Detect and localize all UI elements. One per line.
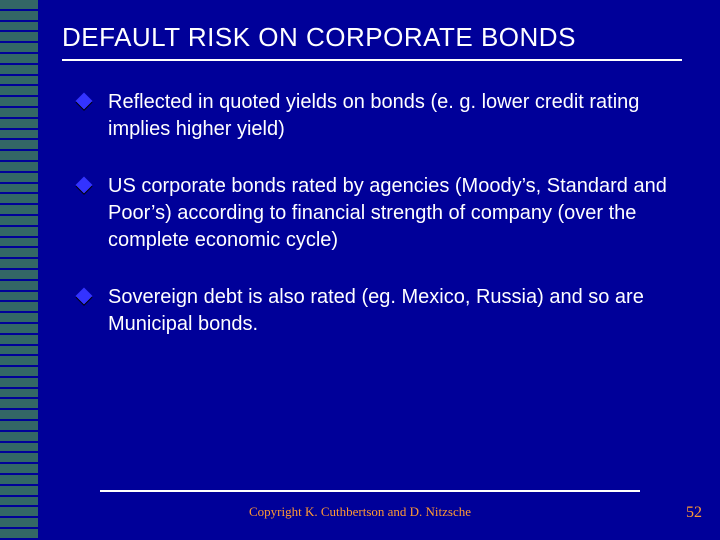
rail-block: [0, 346, 38, 357]
diamond-bullet-icon: [76, 93, 93, 110]
rail-block: [0, 292, 38, 303]
rail-block: [0, 205, 38, 216]
rail-block: [0, 281, 38, 292]
diamond-bullet-icon: [76, 177, 93, 194]
rail-block: [0, 108, 38, 119]
rail-block: [0, 140, 38, 151]
rail-block: [0, 119, 38, 130]
rail-block: [0, 0, 38, 11]
rail-block: [0, 389, 38, 400]
left-decorative-rail: [0, 0, 38, 540]
rail-block: [0, 227, 38, 238]
slide: DEFAULT RISK ON CORPORATE BONDS Reflecte…: [0, 0, 720, 540]
footer-copyright: Copyright K. Cuthbertson and D. Nitzsche: [0, 504, 720, 520]
rail-block: [0, 194, 38, 205]
rail-block: [0, 43, 38, 54]
rail-block: [0, 486, 38, 497]
rail-block: [0, 529, 38, 540]
rail-block: [0, 335, 38, 346]
list-item: Reflected in quoted yields on bonds (e. …: [78, 89, 680, 143]
rail-block: [0, 356, 38, 367]
bullet-text: Reflected in quoted yields on bonds (e. …: [108, 89, 680, 143]
rail-block: [0, 421, 38, 432]
list-item: US corporate bonds rated by agencies (Mo…: [78, 173, 680, 254]
rail-block: [0, 184, 38, 195]
rail-block: [0, 11, 38, 22]
rail-block: [0, 324, 38, 335]
rail-block: [0, 151, 38, 162]
rail-block: [0, 22, 38, 33]
bullet-text: US corporate bonds rated by agencies (Mo…: [108, 173, 680, 254]
rail-block: [0, 259, 38, 270]
rail-block: [0, 443, 38, 454]
rail-block: [0, 54, 38, 65]
rail-block: [0, 76, 38, 87]
rail-block: [0, 130, 38, 141]
rail-block: [0, 302, 38, 313]
rail-block: [0, 432, 38, 443]
list-item: Sovereign debt is also rated (eg. Mexico…: [78, 284, 680, 338]
slide-title: DEFAULT RISK ON CORPORATE BONDS: [62, 22, 702, 53]
rail-block: [0, 216, 38, 227]
diamond-bullet-icon: [76, 288, 93, 305]
rail-block: [0, 65, 38, 76]
page-number: 52: [686, 504, 702, 522]
body-area: Reflected in quoted yields on bonds (e. …: [38, 61, 720, 338]
rail-block: [0, 238, 38, 249]
rail-block: [0, 248, 38, 259]
rail-block: [0, 453, 38, 464]
rail-block: [0, 270, 38, 281]
rail-block: [0, 313, 38, 324]
rail-block: [0, 475, 38, 486]
slide-content: DEFAULT RISK ON CORPORATE BONDS Reflecte…: [38, 0, 720, 540]
footer-rule: [100, 490, 640, 492]
rail-block: [0, 86, 38, 97]
rail-block: [0, 378, 38, 389]
bullet-text: Sovereign debt is also rated (eg. Mexico…: [108, 284, 680, 338]
rail-block: [0, 173, 38, 184]
rail-block: [0, 464, 38, 475]
rail-block: [0, 162, 38, 173]
rail-block: [0, 367, 38, 378]
rail-block: [0, 97, 38, 108]
rail-block: [0, 32, 38, 43]
rail-block: [0, 399, 38, 410]
title-area: DEFAULT RISK ON CORPORATE BONDS: [38, 0, 720, 61]
rail-block: [0, 410, 38, 421]
